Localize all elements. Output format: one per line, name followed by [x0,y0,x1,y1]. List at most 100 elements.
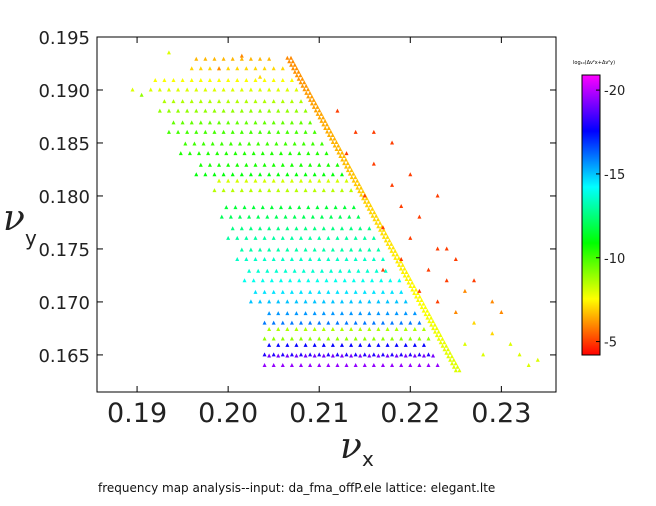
data-point [326,289,331,294]
data-point [371,161,376,166]
data-point [176,108,181,113]
data-point [308,162,313,167]
data-point [453,257,458,262]
data-point [267,226,272,231]
data-point [267,172,272,177]
data-point [319,214,324,219]
data-point [271,77,276,82]
data-point [321,115,326,120]
data-point [330,172,335,177]
data-point [312,299,317,304]
data-point [267,108,272,113]
data-point [207,120,212,125]
data-point [274,268,279,273]
data-point [189,99,194,104]
data-point [287,59,292,64]
data-point [239,226,244,231]
data-point [309,94,314,99]
data-point [429,322,434,327]
data-point [371,129,376,134]
data-point [289,235,294,240]
data-point [385,241,390,246]
data-point [406,280,411,285]
data-point [302,87,307,92]
data-point [194,108,199,113]
data-point [421,326,426,331]
data-point [358,247,363,252]
data-point [244,77,249,82]
data-point [349,353,354,358]
data-point [347,214,352,219]
data-point [262,257,267,262]
data-point [344,289,349,294]
data-point [339,311,344,316]
data-point [380,336,385,341]
data-point [244,257,249,262]
data-point [399,257,404,262]
data-point [355,185,360,190]
data-point [412,311,417,316]
data-point [276,353,281,358]
data-point [353,320,358,325]
data-point [353,129,358,134]
data-point [462,341,467,346]
data-point [166,129,171,134]
data-point [415,298,420,303]
data-point [262,120,267,125]
data-point [302,80,307,85]
data-point [332,143,337,148]
y-tick-label: 0.190 [38,81,90,102]
data-point [317,336,322,341]
data-point [370,206,375,211]
data-point [303,311,308,316]
data-point [403,326,408,331]
data-point [444,343,449,348]
data-point [309,101,314,106]
data-point [351,171,356,176]
data-point [230,87,235,92]
data-point [289,120,294,125]
data-point [402,273,407,278]
x-tick-label: 0.20 [198,398,258,429]
data-point [517,352,522,357]
data-point [440,343,445,348]
data-point [253,99,258,104]
data-point [334,139,339,144]
data-point [385,234,390,239]
data-point [271,235,276,240]
data-point [253,235,258,240]
data-point [398,266,403,271]
data-point [399,204,404,209]
data-point [432,329,437,334]
data-point [285,353,290,358]
data-point [194,129,199,134]
data-point [408,276,413,281]
data-point [387,238,392,243]
data-point [434,326,439,331]
data-point [308,289,313,294]
data-point [280,120,285,125]
data-point [490,299,495,304]
data-point [212,188,217,193]
data-point [319,111,324,116]
data-point [345,161,350,166]
data-point [333,278,338,283]
data-point [139,92,144,97]
data-point [341,154,346,159]
data-point [336,150,341,155]
y-tick-label: 0.185 [38,134,90,155]
data-point [321,122,326,127]
data-point [221,172,226,177]
data-point [339,247,344,252]
data-point [339,299,344,304]
data-point [178,151,183,156]
data-point [371,289,376,294]
data-point [283,268,288,273]
data-point [230,172,235,177]
data-point [400,269,405,274]
data-point [285,108,290,113]
data-point [289,363,294,368]
data-point [385,353,390,358]
data-point [444,278,449,283]
